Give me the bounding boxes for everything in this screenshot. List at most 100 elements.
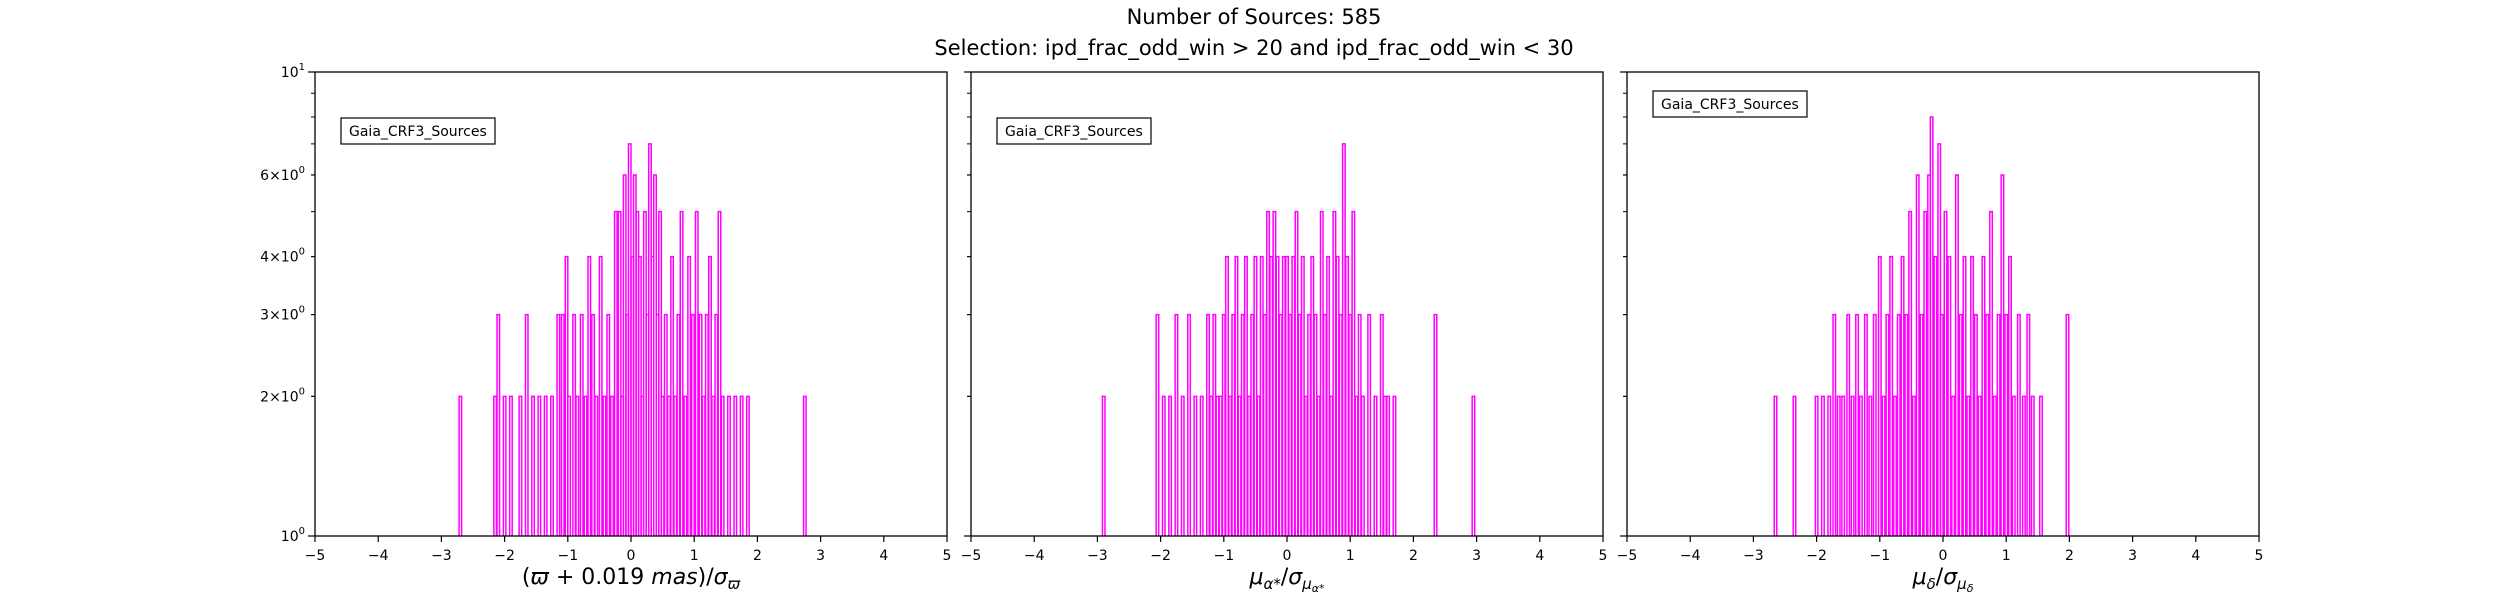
x-tick-label: 2: [1409, 548, 1418, 564]
histogram-bar: [1221, 313, 1226, 536]
histogram-bar: [1908, 210, 1913, 536]
x-tick-label: −4: [1680, 548, 1701, 564]
histogram-bar: [2021, 395, 2026, 536]
x-tick-label: 5: [2255, 548, 2264, 564]
x-tick-label: 3: [2128, 548, 2137, 564]
histogram-bar: [2065, 313, 2070, 536]
x-tick-label: 4: [879, 548, 888, 564]
histogram-bar: [711, 395, 716, 536]
histogram-bar: [1209, 395, 1214, 536]
histogram-bar: [1827, 395, 1832, 536]
histogram-bar: [579, 313, 584, 536]
histogram-bar: [2038, 395, 2043, 536]
x-tick-label: 4: [1535, 548, 1544, 564]
figure-title-selection: Selection: ipd_frac_odd_win > 20 and ipd…: [934, 36, 1573, 61]
histogram-bar: [1832, 313, 1837, 536]
histogram-bar: [1814, 395, 1819, 536]
histogram-bar: [1310, 255, 1315, 536]
x-tick-label: 0: [1939, 548, 1948, 564]
histogram-bar: [1294, 210, 1299, 536]
histogram-bar: [587, 255, 592, 536]
histogram-bar: [1850, 395, 1855, 536]
histogram-bar: [610, 395, 615, 536]
x-tick-label: 1: [1346, 548, 1355, 564]
histogram-bar: [704, 313, 709, 536]
histogram-bar: [1919, 313, 1924, 536]
x-tick-label: −5: [1617, 548, 1638, 564]
histogram-bar: [1966, 395, 1971, 536]
histogram-bar: [1970, 255, 1975, 536]
x-tick-label: −3: [431, 548, 452, 564]
histogram-bar: [1307, 313, 1312, 536]
histogram-bar: [1989, 210, 1994, 536]
histogram-panel-1: −5 −4 −3 −2 −1 0 1 2 3 4 5 100 2×100 3×100 4×100 6×100 1…: [260, 62, 951, 593]
histogram-bar: [1291, 255, 1296, 536]
histogram-bar: [1275, 255, 1280, 536]
x-tick-label: 3: [1472, 548, 1481, 564]
histogram-bar: [583, 395, 588, 536]
x-tick-label: 2: [753, 548, 762, 564]
histogram-bar: [1367, 313, 1372, 536]
histogram-bar: [1354, 395, 1359, 536]
histogram-bar: [518, 395, 523, 536]
histogram-bar: [1218, 395, 1223, 536]
histogram-bar: [1180, 395, 1185, 536]
histogram-bar: [1303, 395, 1308, 536]
legend-label: Gaia_CRF3_Sources: [1661, 97, 1799, 113]
histogram-bar: [1262, 313, 1267, 536]
y-tick-label: 3×100: [260, 305, 305, 324]
histogram-bar: [676, 313, 681, 536]
x-tick-label: 2: [2065, 548, 2074, 564]
histogram-bar: [698, 313, 703, 536]
histogram-bar: [1973, 313, 1978, 536]
histogram-bar: [1335, 255, 1340, 536]
y-tick-label: 4×100: [260, 247, 305, 266]
histogram-bar: [1929, 116, 1934, 536]
histogram-bar: [1951, 395, 1956, 536]
x-tick-label: −1: [557, 548, 578, 564]
histogram-bar: [802, 395, 807, 536]
histogram-bar: [739, 395, 744, 536]
histogram-bar: [1392, 395, 1397, 536]
histogram-bar: [1846, 313, 1851, 536]
histogram-bar: [658, 210, 663, 536]
histogram-bar: [1773, 395, 1778, 536]
histogram-bar: [717, 210, 722, 536]
histogram-bar: [1322, 313, 1327, 536]
histogram-bar: [1915, 174, 1920, 536]
histogram-bar: [1373, 395, 1378, 536]
histogram-bar: [1985, 313, 1990, 536]
x-tick-label: −2: [494, 548, 515, 564]
histogram-bar: [1212, 313, 1217, 536]
histogram-bar: [1316, 395, 1321, 536]
histogram-bar: [1297, 313, 1302, 536]
histogram-bar: [1904, 313, 1909, 536]
histogram-bar: [1933, 255, 1938, 536]
histogram-bar: [1382, 395, 1387, 536]
histogram-bar: [543, 395, 548, 536]
histogram-bar: [1992, 395, 1997, 536]
histogram-bar: [1234, 255, 1239, 536]
histogram-bar: [1471, 395, 1476, 536]
histogram-bar: [1872, 313, 1877, 536]
histogram-bar: [1193, 395, 1198, 536]
legend-box: [340, 117, 496, 145]
histogram-bar: [602, 395, 607, 536]
histogram-bar: [1284, 255, 1290, 536]
histogram-bar: [1231, 313, 1236, 536]
legend-box: [996, 117, 1152, 145]
histogram-bar: [1943, 210, 1948, 536]
histogram-bar: [594, 395, 599, 536]
histogram-bar: [1900, 255, 1905, 536]
x-tick-label: 4: [2191, 548, 2200, 564]
histogram-bar: [1341, 143, 1346, 536]
histogram-bar: [663, 313, 668, 536]
histogram-bar: [1259, 255, 1264, 536]
histogram-bar: [567, 395, 572, 536]
histogram-bar: [493, 395, 498, 536]
histogram-bar: [560, 313, 565, 536]
histogram-bar: [690, 313, 695, 536]
histogram-bar: [508, 395, 513, 536]
histogram-bar: [1253, 255, 1258, 536]
legend-label: Gaia_CRF3_Sources: [349, 124, 487, 140]
